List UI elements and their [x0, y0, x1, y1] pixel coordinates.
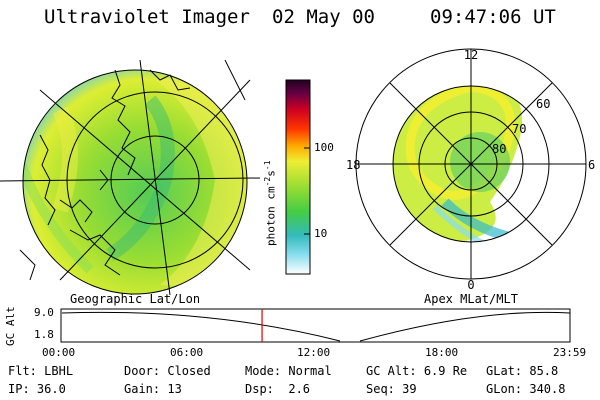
left-map-caption: Geographic Lat/Lon — [70, 292, 201, 306]
geographic-map — [0, 59, 260, 295]
alt-xtick-1800: 18:00 — [425, 346, 459, 359]
colorbar — [285, 79, 311, 275]
alt-plot-ytick-top: 9.0 — [34, 306, 54, 319]
colorbar-scale — [285, 79, 311, 275]
glat-value: 85.8 — [529, 364, 559, 378]
magnetic-map: 12 18 6 0 60 70 80 — [346, 48, 595, 292]
colorbar-tick-100: 100 — [314, 141, 334, 154]
info-mode: Mode: Normal — [245, 364, 332, 378]
alt-plot-ytick-bottom: 1.8 — [34, 328, 54, 341]
mlat-80-label: 80 — [492, 142, 506, 156]
ip-label: IP: — [8, 382, 30, 396]
glat-label: GLat: — [486, 364, 523, 378]
door-value: Closed — [167, 364, 211, 378]
alt-xtick-0600: 06:00 — [170, 346, 204, 359]
ip-value: 36.0 — [36, 382, 66, 396]
altitude-plot — [60, 308, 571, 343]
unit-exp-1: -2 — [263, 176, 272, 187]
unit-mid: s — [264, 170, 278, 177]
auroral-oval — [393, 86, 523, 242]
coastlines — [19, 69, 191, 281]
auroral-image — [23, 70, 247, 294]
mlat-70-label: 70 — [512, 122, 526, 136]
filter-label: Flt: — [8, 364, 37, 378]
info-glat: GLat: 85.8 — [486, 364, 558, 378]
door-label: Door: — [124, 364, 161, 378]
info-dsp: Dsp: 2.6 — [245, 382, 310, 396]
mlt-18-label: 18 — [346, 158, 360, 172]
info-gcalt: GC Alt: 6.9 Re — [366, 364, 467, 378]
mlt-6-label: 6 — [588, 158, 595, 172]
glon-value: 340.8 — [529, 382, 566, 396]
alt-xtick-2359: 23:59 — [553, 346, 587, 359]
mlt-0-label: 0 — [467, 278, 474, 292]
alt-xtick-0000: 00:00 — [42, 346, 76, 359]
gain-value: 13 — [167, 382, 182, 396]
mlat-grid — [355, 48, 587, 280]
seq-label: Seq: — [366, 382, 395, 396]
mode-label: Mode: — [245, 364, 282, 378]
mode-value: Normal — [288, 364, 332, 378]
time-label: 09:47:06 UT — [430, 6, 556, 28]
alt-xtick-1200: 12:00 — [297, 346, 331, 359]
info-seq: Seq: 39 — [366, 382, 417, 396]
info-ip: IP: 36.0 — [8, 382, 66, 396]
filter-value: LBHL — [44, 364, 74, 378]
glon-label: GLon: — [486, 382, 523, 396]
dsp-label: Dsp: — [245, 382, 274, 396]
seq-value: 39 — [402, 382, 417, 396]
mlat-60-label: 60 — [536, 97, 550, 111]
gain-label: Gain: — [124, 382, 161, 396]
date-label: 02 May 00 — [272, 6, 375, 28]
info-filter: Flt: LBHL — [8, 364, 73, 378]
info-gain: Gain: 13 — [124, 382, 182, 396]
instrument-title: Ultraviolet Imager — [44, 6, 250, 28]
alt-curve — [61, 311, 571, 342]
dsp-value: 2.6 — [288, 382, 311, 396]
colorbar-tick-10: 10 — [314, 227, 328, 240]
info-glon: GLon: 340.8 — [486, 382, 565, 396]
gcalt-value: 6.9 Re — [423, 364, 468, 378]
colorbar-unit-label: photon cm-2s-1 — [263, 160, 278, 246]
auroral-detail — [23, 70, 247, 290]
right-map-caption: Apex MLat/MLT — [424, 292, 518, 306]
alt-plot-ylabel: GC Alt — [4, 306, 17, 346]
mlt-12-label: 12 — [464, 48, 478, 62]
alt-plot-frame — [60, 308, 571, 343]
unit-exp-2: -1 — [263, 160, 272, 171]
gcalt-label: GC Alt: — [366, 364, 417, 378]
info-door: Door: Closed — [124, 364, 211, 378]
latlon-grid — [0, 59, 260, 295]
unit-base: photon cm — [264, 186, 278, 246]
